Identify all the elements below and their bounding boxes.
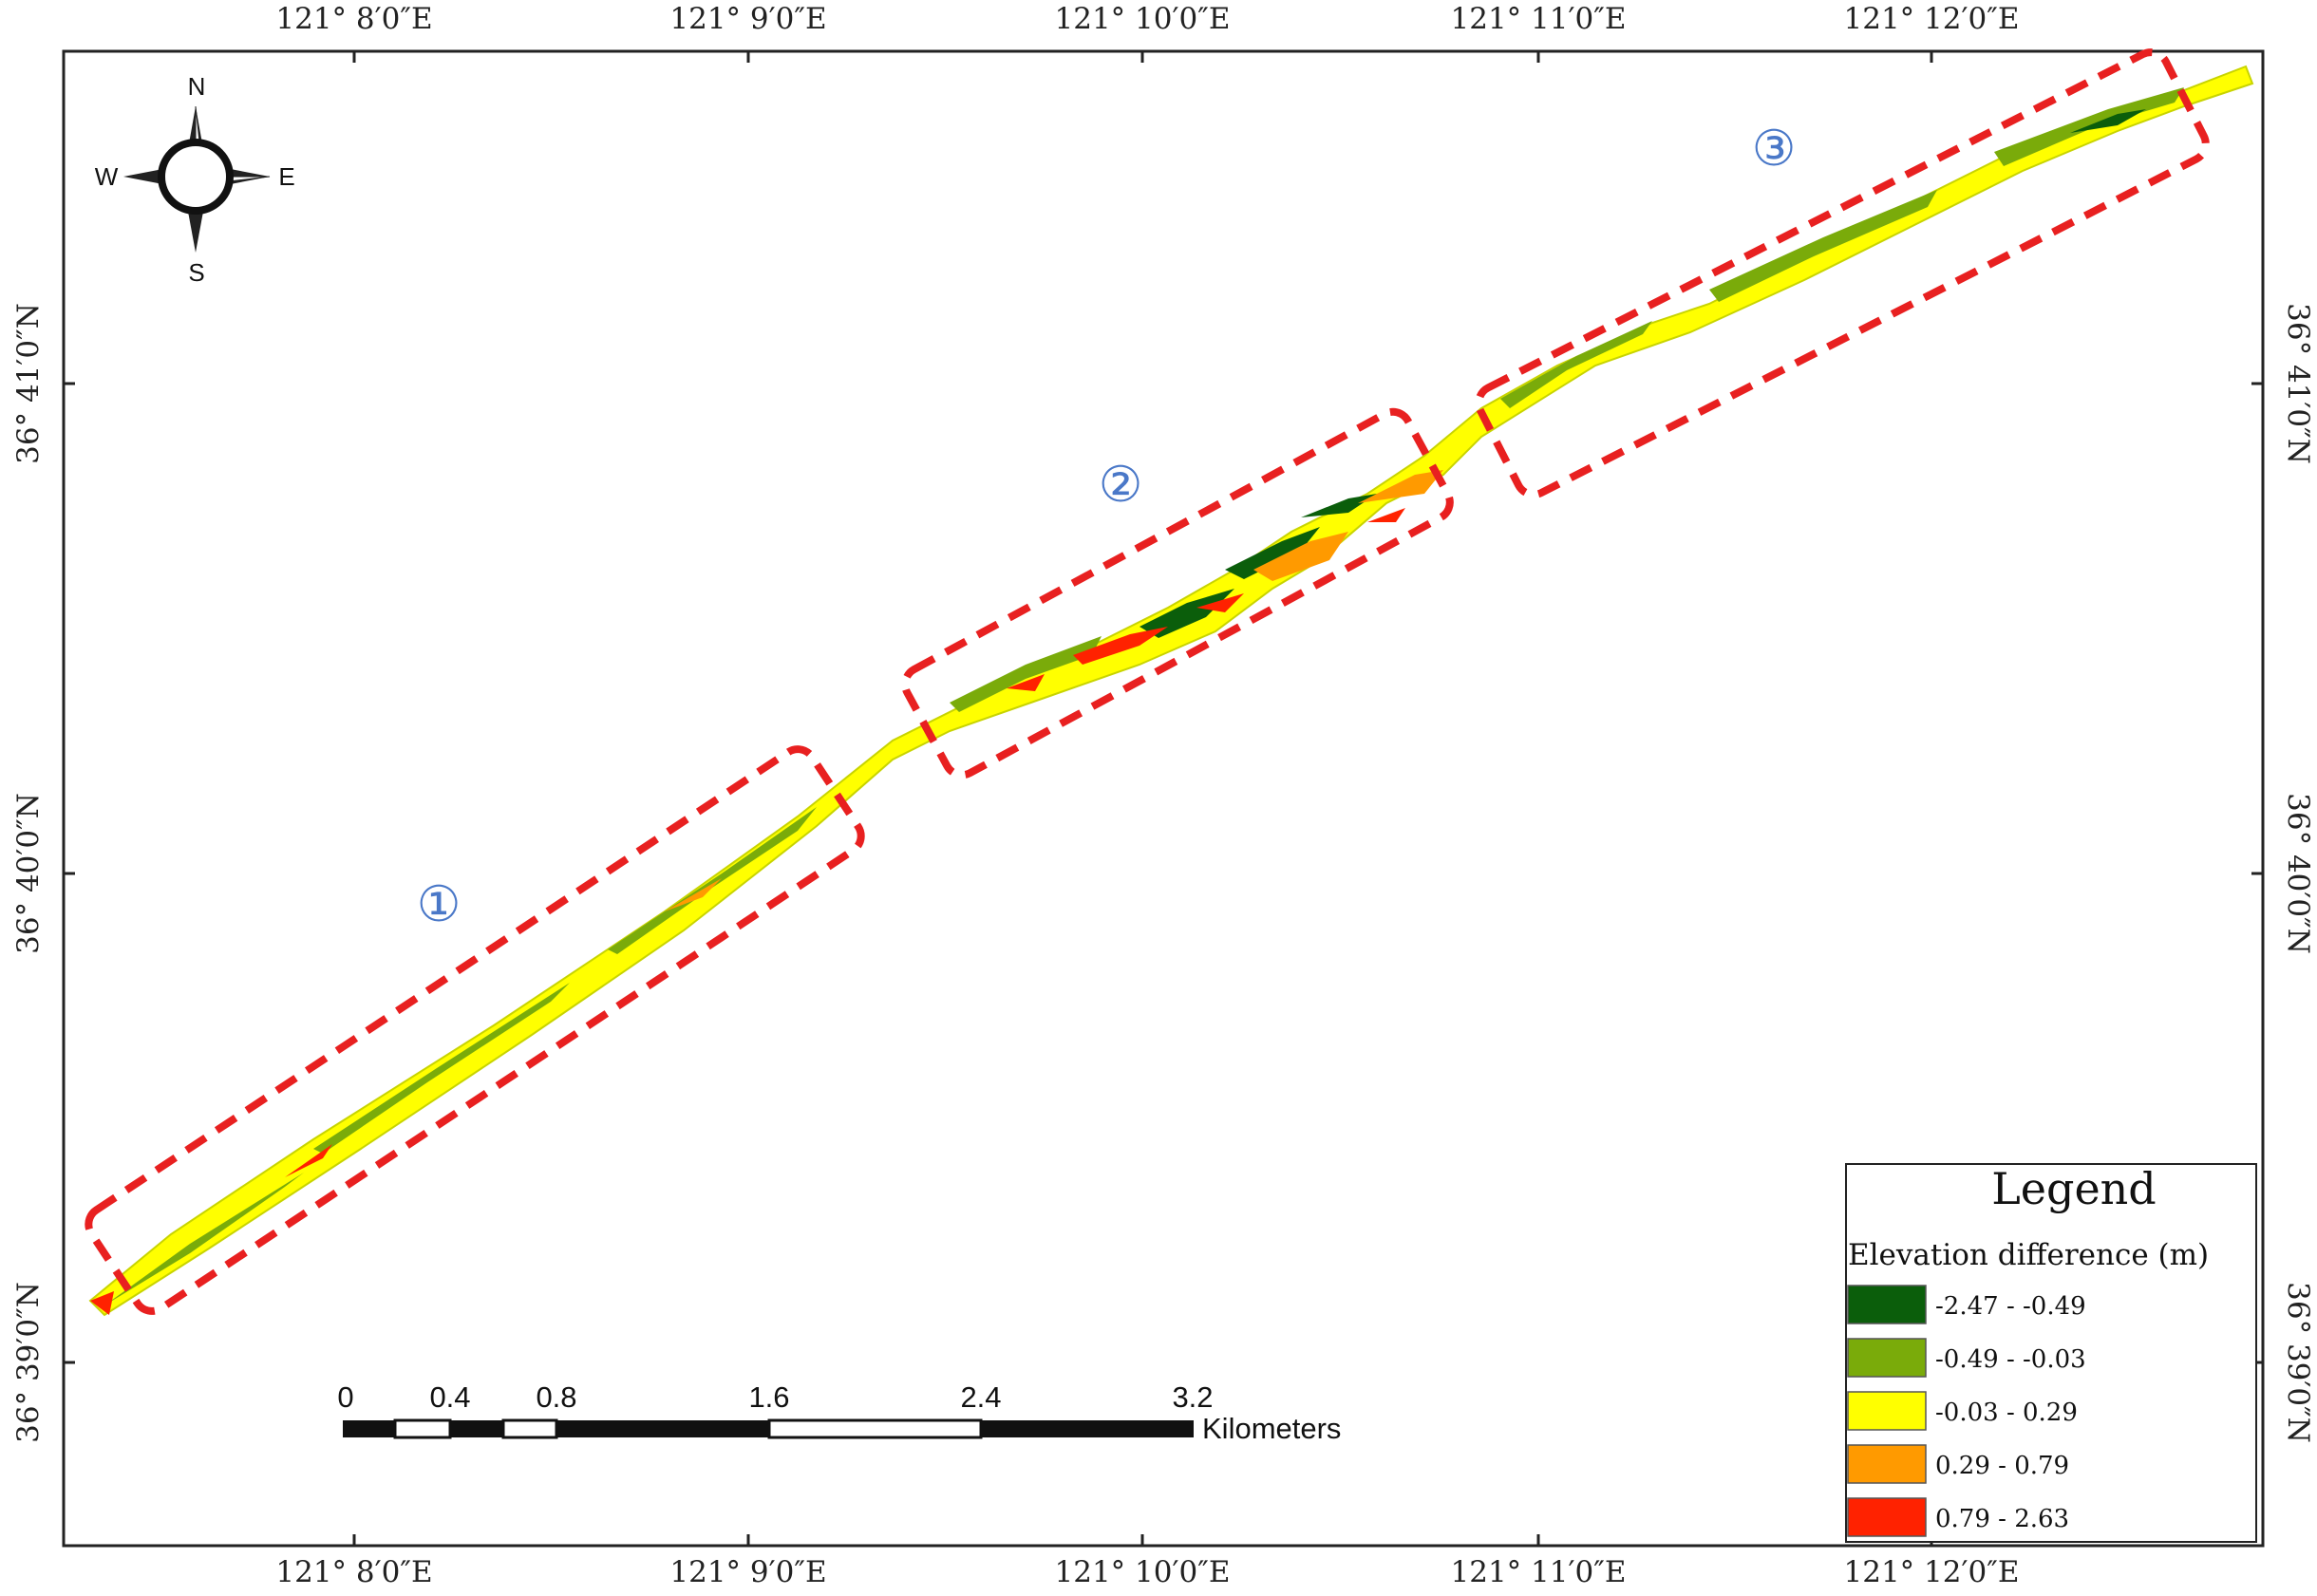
scale-segment	[981, 1420, 1194, 1437]
legend-subtitle: Elevation difference (m)	[1848, 1238, 2209, 1272]
channel-patch-orange	[1358, 470, 1443, 503]
top-tick-label: 121° 9′0″E	[669, 2, 826, 36]
bottom-tick-label: 121° 12′0″E	[1844, 1555, 2020, 1589]
channel-patch-red	[285, 1144, 332, 1177]
compass-east: E	[278, 162, 294, 191]
channel-patch-red	[1367, 508, 1405, 522]
left-tick-label: 36° 40′0″N	[11, 793, 46, 954]
right-tick-label: 36° 39′0″N	[2281, 1282, 2315, 1443]
channel-patch-light-green	[1500, 321, 1652, 408]
scale-tick-label: 0.8	[536, 1380, 576, 1414]
north-arrow-icon: N S W E	[95, 72, 295, 287]
legend-swatch	[1847, 1338, 1927, 1378]
region-label-2: ②	[1099, 458, 1143, 513]
bottom-axis-labels: 121° 8′0″E 121° 9′0″E 121° 10′0″E 121° 1…	[275, 1555, 2019, 1589]
right-tick-label: 36° 41′0″N	[2281, 303, 2315, 464]
scale-segment	[450, 1420, 503, 1437]
scale-tick-label: 1.6	[748, 1380, 789, 1414]
bottom-tick-label: 121° 9′0″E	[669, 1555, 826, 1589]
bottom-tick-label: 121° 11′0″E	[1451, 1555, 1627, 1589]
channel-patch-orange	[665, 878, 722, 911]
channel-patch-red	[1007, 674, 1045, 691]
scale-tick-label: 0	[337, 1380, 353, 1414]
channel-patch-dark-green	[1301, 494, 1377, 517]
legend-swatch	[1847, 1497, 1927, 1537]
scale-segment	[767, 1418, 983, 1439]
scale-bar: 0 0.4 0.8 1.6 2.4 3.2 Kilometers	[337, 1380, 1341, 1445]
channel-patch-dark-green	[2070, 109, 2146, 133]
compass-north: N	[188, 72, 206, 101]
right-axis-labels: 36° 41′0″N 36° 40′0″N 36° 39′0″N	[2281, 303, 2315, 1443]
river-channel	[88, 65, 2254, 1317]
top-tick-label: 121° 10′0″E	[1055, 2, 1231, 36]
scale-segment	[343, 1420, 395, 1437]
scale-segment	[393, 1418, 452, 1439]
legend-item: -2.47 - -0.49	[1847, 1285, 2086, 1324]
bottom-tick-label: 121° 8′0″E	[275, 1555, 432, 1589]
legend-item: -0.49 - -0.03	[1847, 1338, 2086, 1378]
channel-patch-dark-green	[1225, 527, 1320, 579]
scale-tick-label: 3.2	[1172, 1380, 1213, 1414]
region-boxes	[85, 48, 2210, 1315]
scale-tick-label: 0.4	[429, 1380, 470, 1414]
scale-unit: Kilometers	[1202, 1412, 1341, 1445]
scale-segment	[556, 1420, 769, 1437]
right-tick-label: 36° 40′0″N	[2281, 793, 2315, 954]
channel-patch-red	[90, 1291, 114, 1315]
scale-tick-label: 2.4	[960, 1380, 1001, 1414]
region-box-3	[1475, 48, 2210, 498]
channel-patch-light-green	[608, 807, 817, 954]
compass-south: S	[188, 258, 204, 287]
channel-patch-red	[1073, 627, 1168, 665]
channel-patch-light-green	[104, 1173, 304, 1305]
legend: Legend Elevation difference (m) -2.47 - …	[1845, 1163, 2257, 1543]
legend-swatch	[1847, 1285, 1927, 1324]
legend-item-label: 0.29 - 0.79	[1935, 1452, 2069, 1480]
legend-item-label: -0.49 - -0.03	[1935, 1345, 2086, 1374]
channel-patch-light-green	[1709, 190, 1937, 302]
compass-west: W	[95, 162, 119, 191]
legend-item: 0.29 - 0.79	[1847, 1444, 2069, 1484]
region-label-1: ①	[417, 877, 462, 932]
bottom-tick-label: 121° 10′0″E	[1055, 1555, 1231, 1589]
left-axis-labels: 36° 41′0″N 36° 40′0″N 36° 39′0″N	[11, 303, 46, 1443]
left-tick-label: 36° 41′0″N	[11, 303, 46, 464]
legend-item: 0.79 - 2.63	[1847, 1497, 2069, 1537]
region-box-2	[901, 407, 1454, 779]
left-tick-label: 36° 39′0″N	[11, 1282, 46, 1443]
top-axis-labels: 121° 8′0″E 121° 9′0″E 121° 10′0″E 121° 1…	[275, 2, 2019, 36]
channel-patch-dark-green	[1140, 589, 1234, 638]
region-labels: ① ② ③	[417, 122, 1797, 932]
scale-segment	[501, 1418, 558, 1439]
legend-swatch	[1847, 1444, 1927, 1484]
channel-patch-light-green	[313, 983, 570, 1154]
top-tick-label: 121° 8′0″E	[275, 2, 432, 36]
legend-item-label: -0.03 - 0.29	[1935, 1399, 2078, 1427]
channel-patch-light-green	[950, 636, 1102, 712]
legend-swatch	[1847, 1391, 1927, 1431]
legend-item-label: 0.79 - 2.63	[1935, 1505, 2069, 1533]
region-box-1	[85, 745, 865, 1315]
channel-patch-orange	[1253, 532, 1348, 581]
legend-title: Legend	[1991, 1163, 2157, 1214]
top-tick-label: 121° 11′0″E	[1451, 2, 1627, 36]
legend-item: -0.03 - 0.29	[1847, 1391, 2078, 1431]
channel-patch-red	[1196, 593, 1244, 612]
legend-item-label: -2.47 - -0.49	[1935, 1292, 2086, 1321]
top-tick-label: 121° 12′0″E	[1844, 2, 2020, 36]
region-label-3: ③	[1752, 122, 1797, 177]
